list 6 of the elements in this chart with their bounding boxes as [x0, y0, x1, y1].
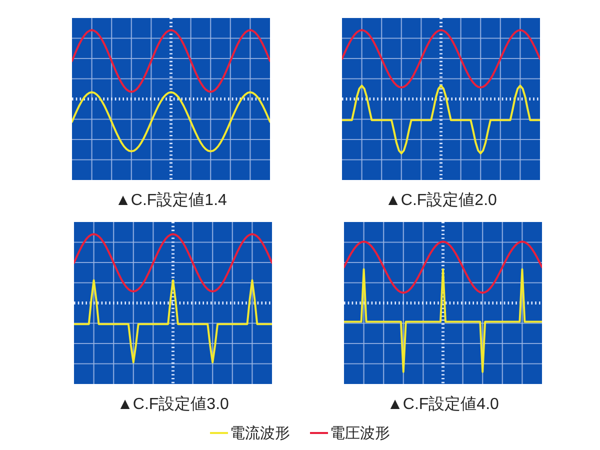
title: ▲C.F設定値1.4	[115, 192, 227, 209]
title: ▲C.F設定値2.0	[385, 192, 497, 209]
title: ▲C.F設定値4.0	[387, 396, 499, 413]
legend-label: 電圧波形	[330, 425, 390, 442]
title: ▲C.F設定値3.0	[117, 396, 229, 413]
legend-label: 電流波形	[230, 425, 290, 442]
